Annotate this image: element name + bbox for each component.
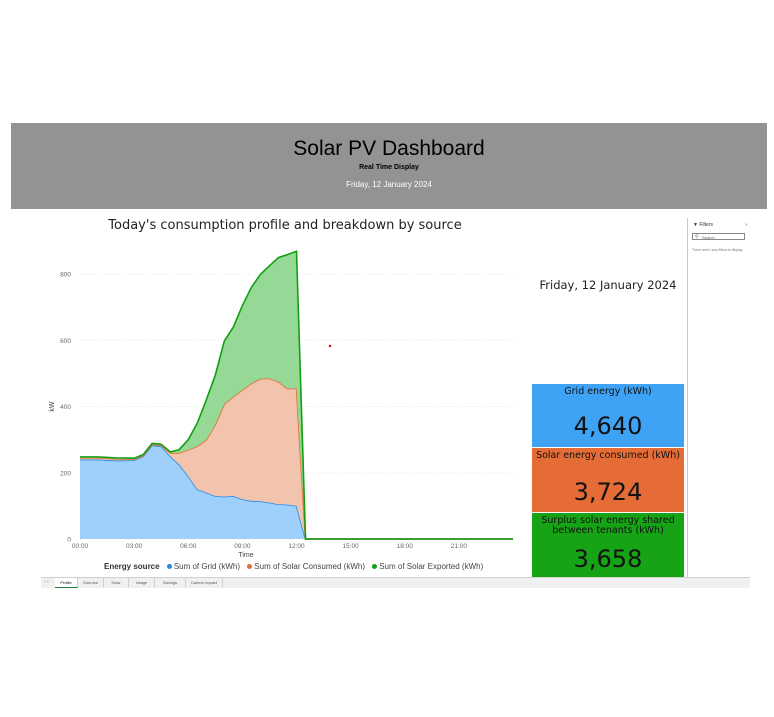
legend-title: Energy source	[104, 562, 160, 571]
filters-search-input[interactable]: ⚲ Search	[692, 233, 745, 240]
legend-item-solar-consumed[interactable]: Sum of Solar Consumed (kWh)	[245, 562, 365, 571]
tab-savings[interactable]: Savings	[155, 578, 186, 587]
x-tick-label: 18:00	[397, 543, 414, 550]
line-solar-consumed	[80, 377, 513, 540]
filters-empty-note: There aren't any filters to display.	[692, 248, 744, 252]
page-subtitle: Real Time Display	[359, 164, 419, 171]
y-tick-label: 200	[60, 470, 71, 477]
legend-label-grid: Sum of Grid (kWh)	[173, 562, 241, 571]
x-tick-label: 09:00	[234, 543, 251, 550]
area-solar-exported	[80, 251, 513, 539]
x-tick-label: 21:00	[451, 543, 468, 550]
legend-item-grid[interactable]: Sum of Grid (kWh)	[165, 562, 240, 571]
search-icon: ⚲	[695, 234, 699, 240]
filters-title: ▼ Filters	[693, 222, 713, 228]
legend-label-solar-consumed: Sum of Solar Consumed (kWh)	[254, 562, 365, 571]
tab-carbon-impact[interactable]: Carbon Impact	[186, 578, 223, 587]
y-tick-label: 400	[60, 404, 71, 411]
header-date: Friday, 12 January 2024	[346, 180, 432, 189]
tab-usage[interactable]: Usage	[129, 578, 155, 587]
area-solar-consumed	[80, 378, 513, 539]
date-card: Friday, 12 January 2024	[539, 278, 677, 292]
x-tick-label: 03:00	[126, 543, 143, 550]
grid-energy-value: 4,640	[573, 412, 643, 440]
surplus-solar-label: Surplus solar energy shared between tena…	[541, 515, 675, 536]
y-tick-label: 0	[67, 537, 71, 544]
y-axis-label: kW	[49, 401, 56, 412]
y-tick-label: 600	[60, 338, 71, 345]
collapse-filters-icon[interactable]: ›	[745, 222, 747, 228]
consumption-area-chart[interactable]: 0 200 400 600 800 00:00 03:00 06:00 09:00 12:00 15…	[40, 232, 530, 562]
x-tick-label: 15:00	[342, 543, 359, 550]
grid-energy-label: Grid energy (kWh)	[564, 386, 652, 397]
legend-label-solar-exported: Sum of Solar Exported (kWh)	[379, 562, 484, 571]
tab-profile[interactable]: Profile	[55, 578, 78, 588]
marker-dot	[328, 344, 332, 348]
legend-item-solar-exported[interactable]: Sum of Solar Exported (kWh)	[370, 562, 483, 571]
page-tab-bar: ‹ › Profile Sources Solar Usage Savings …	[41, 577, 750, 588]
tab-sources[interactable]: Sources	[78, 578, 104, 587]
chart-legend: Energy source Sum of Grid (kWh) Sum of S…	[104, 562, 486, 571]
solar-consumed-card: Solar energy consumed (kWh) 3,724	[532, 448, 684, 512]
dashboard-header: Solar PV Dashboard Real Time Display Fri…	[11, 123, 767, 209]
x-axis-label: Time	[238, 552, 253, 559]
filter-icon: ▼	[693, 222, 698, 228]
filters-title-text: Filters	[699, 222, 713, 228]
legend-dot-solar-exported	[372, 564, 378, 570]
x-tick-label: 06:00	[180, 543, 197, 550]
legend-dot-solar-consumed	[247, 564, 253, 570]
solar-consumed-value: 3,724	[573, 478, 643, 506]
surplus-solar-value: 3,658	[573, 545, 643, 573]
grid-energy-card: Grid energy (kWh) 4,640	[532, 384, 684, 447]
tab-nav-arrows[interactable]: ‹ ›	[44, 579, 49, 585]
y-tick-label: 800	[60, 272, 71, 279]
chart-title: Today's consumption profile and breakdow…	[108, 218, 462, 233]
filters-pane: ▼ Filters › ⚲ Search There aren't any fil…	[687, 218, 751, 578]
area-grid	[80, 445, 513, 539]
x-tick-label: 12:00	[288, 543, 305, 550]
surplus-solar-card: Surplus solar energy shared between tena…	[532, 513, 684, 577]
x-tick-label: 00:00	[72, 543, 89, 550]
legend-dot-grid	[166, 564, 172, 570]
solar-consumed-label: Solar energy consumed (kWh)	[536, 450, 680, 461]
page-title: Solar PV Dashboard	[293, 137, 485, 160]
filters-search-placeholder: Search	[702, 235, 715, 240]
line-solar-exported	[80, 250, 513, 540]
tab-solar[interactable]: Solar	[104, 578, 129, 587]
